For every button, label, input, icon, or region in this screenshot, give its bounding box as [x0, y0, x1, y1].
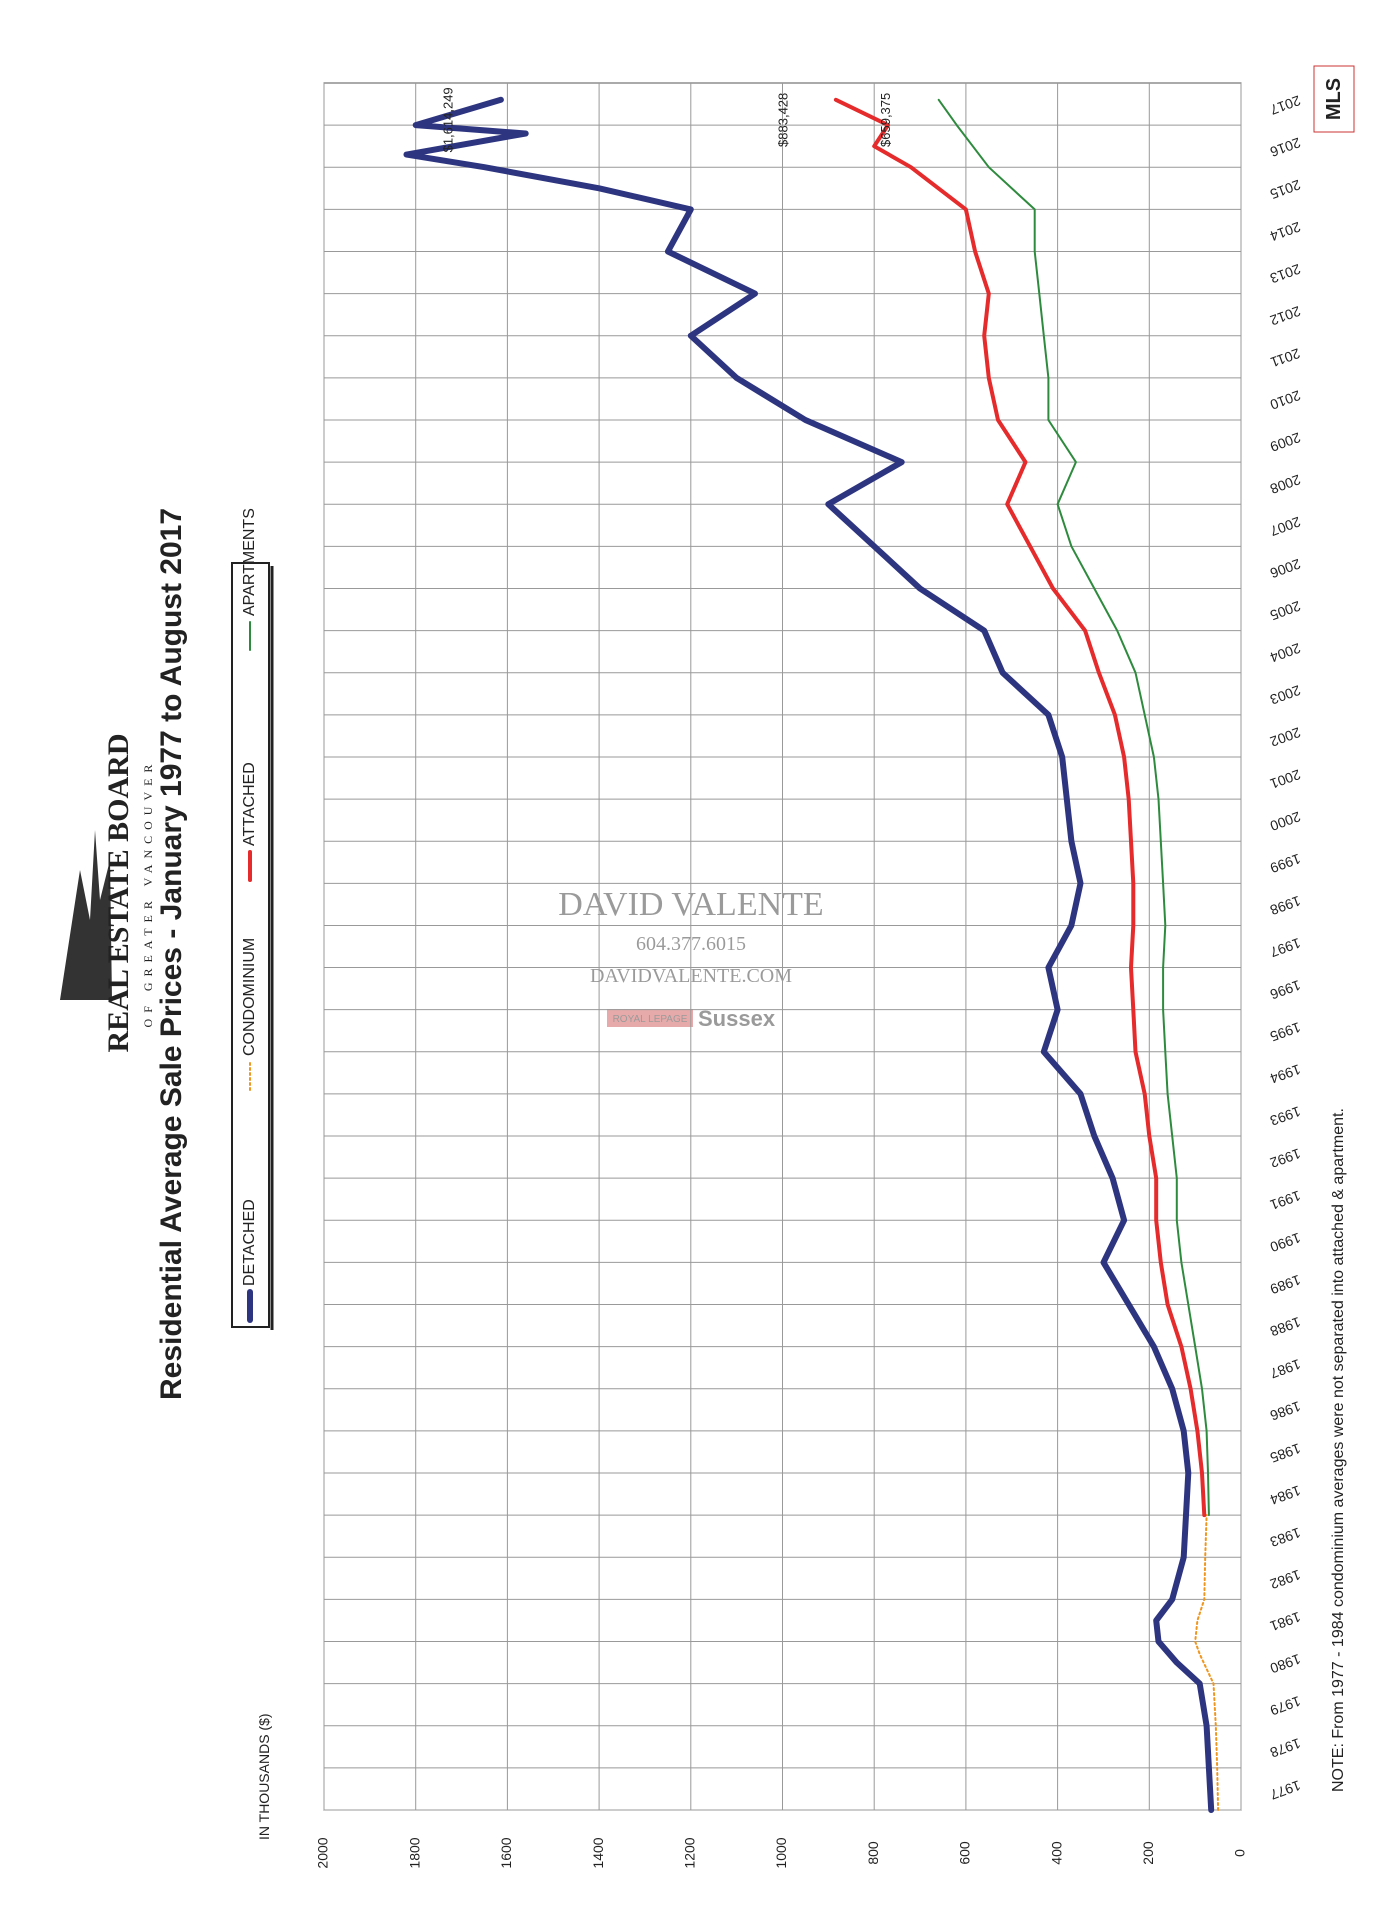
x-tick-label: 1983: [1268, 1525, 1303, 1551]
x-tick-label: 2011: [1268, 345, 1302, 370]
x-tick-label: 2017: [1268, 92, 1303, 118]
x-tick-label: 1990: [1268, 1230, 1303, 1256]
x-tick-label: 2005: [1268, 598, 1303, 624]
x-tick-label: 1984: [1268, 1482, 1303, 1508]
mls-logo: MLS: [1323, 78, 1345, 120]
series-line: [833, 97, 1207, 1518]
x-tick-label: 1991: [1268, 1188, 1303, 1214]
series-line: [1194, 1514, 1220, 1811]
x-tick-label: 1977: [1268, 1777, 1303, 1803]
x-tick-label: 1989: [1268, 1272, 1303, 1298]
y-axis-title: IN THOUSANDS ($): [256, 1713, 272, 1840]
y-tick-label: 1600: [498, 1837, 514, 1868]
y-tick-label: 600: [957, 1841, 973, 1865]
x-tick-label: 2008: [1268, 472, 1303, 498]
end-label: $659,375: [878, 93, 893, 147]
x-tick-label: 2015: [1268, 177, 1303, 203]
series-line: [403, 96, 1215, 1813]
x-tick-label: 2010: [1268, 387, 1303, 413]
y-tick-label: 2000: [315, 1837, 331, 1868]
end-label: $883,428: [775, 93, 790, 147]
legend-label: DETACHED: [241, 1199, 258, 1286]
logo-title: REAL ESTATE BOARD: [102, 734, 135, 1053]
mls-box: [1313, 65, 1355, 133]
y-tick-label: 1200: [682, 1837, 698, 1868]
note: NOTE: From 1977 - 1984 condominium avera…: [1330, 1108, 1347, 1792]
x-tick-label: 2016: [1268, 135, 1303, 161]
legend-box: [231, 562, 270, 1328]
x-tick-label: 2001: [1268, 766, 1303, 792]
x-tick-label: 2003: [1268, 682, 1303, 708]
x-tick-label: 1982: [1268, 1567, 1303, 1593]
x-tick-label: 1997: [1268, 935, 1303, 961]
y-tick-label: 1400: [590, 1837, 606, 1868]
watermark-badge: [607, 1009, 693, 1027]
logo: REAL ESTATE BOARD OF GREATER VANCOUVER M…: [60, 65, 1355, 1053]
y-tick-label: 800: [865, 1841, 881, 1865]
x-tick-label: 2002: [1268, 724, 1303, 750]
y-tick-label: 0: [1232, 1849, 1248, 1857]
x-tick-label: 2000: [1268, 809, 1303, 835]
series-line: [937, 98, 1210, 1517]
x-tick-label: 2004: [1268, 640, 1303, 666]
x-tick-label: 2012: [1268, 303, 1303, 329]
y-tick-label: 200: [1140, 1841, 1156, 1865]
x-tick-label: 1998: [1268, 893, 1303, 919]
x-tick-label: 1995: [1268, 1019, 1303, 1045]
x-tick-label: 2013: [1268, 261, 1303, 287]
x-tick-label: 1986: [1268, 1398, 1303, 1424]
x-tick-label: 2007: [1268, 514, 1303, 540]
x-tick-label: 1994: [1268, 1061, 1303, 1087]
legend-label: APARTMENTS: [241, 508, 258, 616]
end-label: $1,614,249: [440, 87, 455, 152]
y-tick-label: 400: [1048, 1841, 1064, 1865]
legend-label: CONDOMINIUM: [241, 938, 258, 1056]
x-tick-label: 2009: [1268, 429, 1303, 455]
x-tick-label: 1987: [1268, 1356, 1303, 1382]
y-tick-label: 1000: [773, 1837, 789, 1868]
x-tick-label: 1978: [1268, 1735, 1303, 1761]
x-tick-label: 1999: [1268, 851, 1303, 877]
x-tick-label: 1993: [1268, 1103, 1303, 1129]
x-tick-label: 1979: [1268, 1693, 1303, 1719]
y-tick-label: 1800: [406, 1837, 422, 1868]
x-tick-label: 2006: [1268, 556, 1303, 582]
x-tick-label: 1988: [1268, 1314, 1303, 1340]
logo-skyline: [60, 830, 112, 1000]
x-tick-label: 1981: [1268, 1609, 1303, 1635]
x-tick-label: 1985: [1268, 1440, 1303, 1466]
logo-subtitle: OF GREATER VANCOUVER: [141, 759, 155, 1028]
legend-label: ATTACHED: [241, 762, 258, 846]
x-tick-label: 2014: [1268, 219, 1303, 245]
watermark-brand: ROYAL LEPAGE: [613, 1014, 688, 1025]
x-tick-label: 1996: [1268, 977, 1303, 1003]
chart-title: Residential Average Sale Prices - Januar…: [155, 508, 188, 1400]
x-tick-label: 1980: [1268, 1651, 1303, 1677]
x-tick-label: 1992: [1268, 1145, 1303, 1171]
